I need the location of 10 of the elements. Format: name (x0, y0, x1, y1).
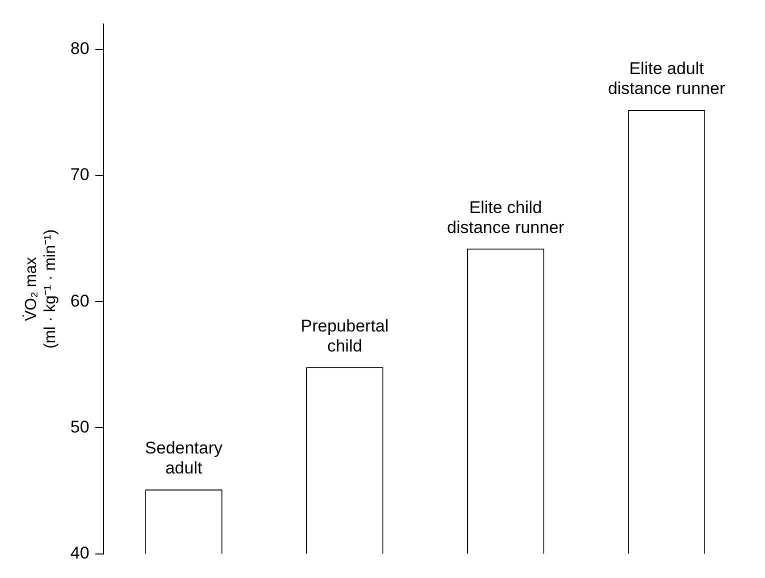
y-tick-label: 40 (70, 543, 90, 562)
x-tick-label: Elite adult distance runner (608, 59, 726, 98)
y-tick-label: 80 (70, 39, 90, 58)
y-tick-label: 70 (70, 165, 90, 184)
x-tick-label: Prepubertal child (300, 316, 389, 356)
x-tick-label: Elite child distance runner (447, 198, 565, 237)
y-axis-title: V̇O₂ max (ml · kg⁻¹ · min⁻¹) (22, 229, 60, 349)
y-tick-label: 60 (70, 291, 90, 310)
x-tick-label: Sedentary adult (145, 438, 224, 478)
y-tick-label: 50 (70, 417, 90, 436)
